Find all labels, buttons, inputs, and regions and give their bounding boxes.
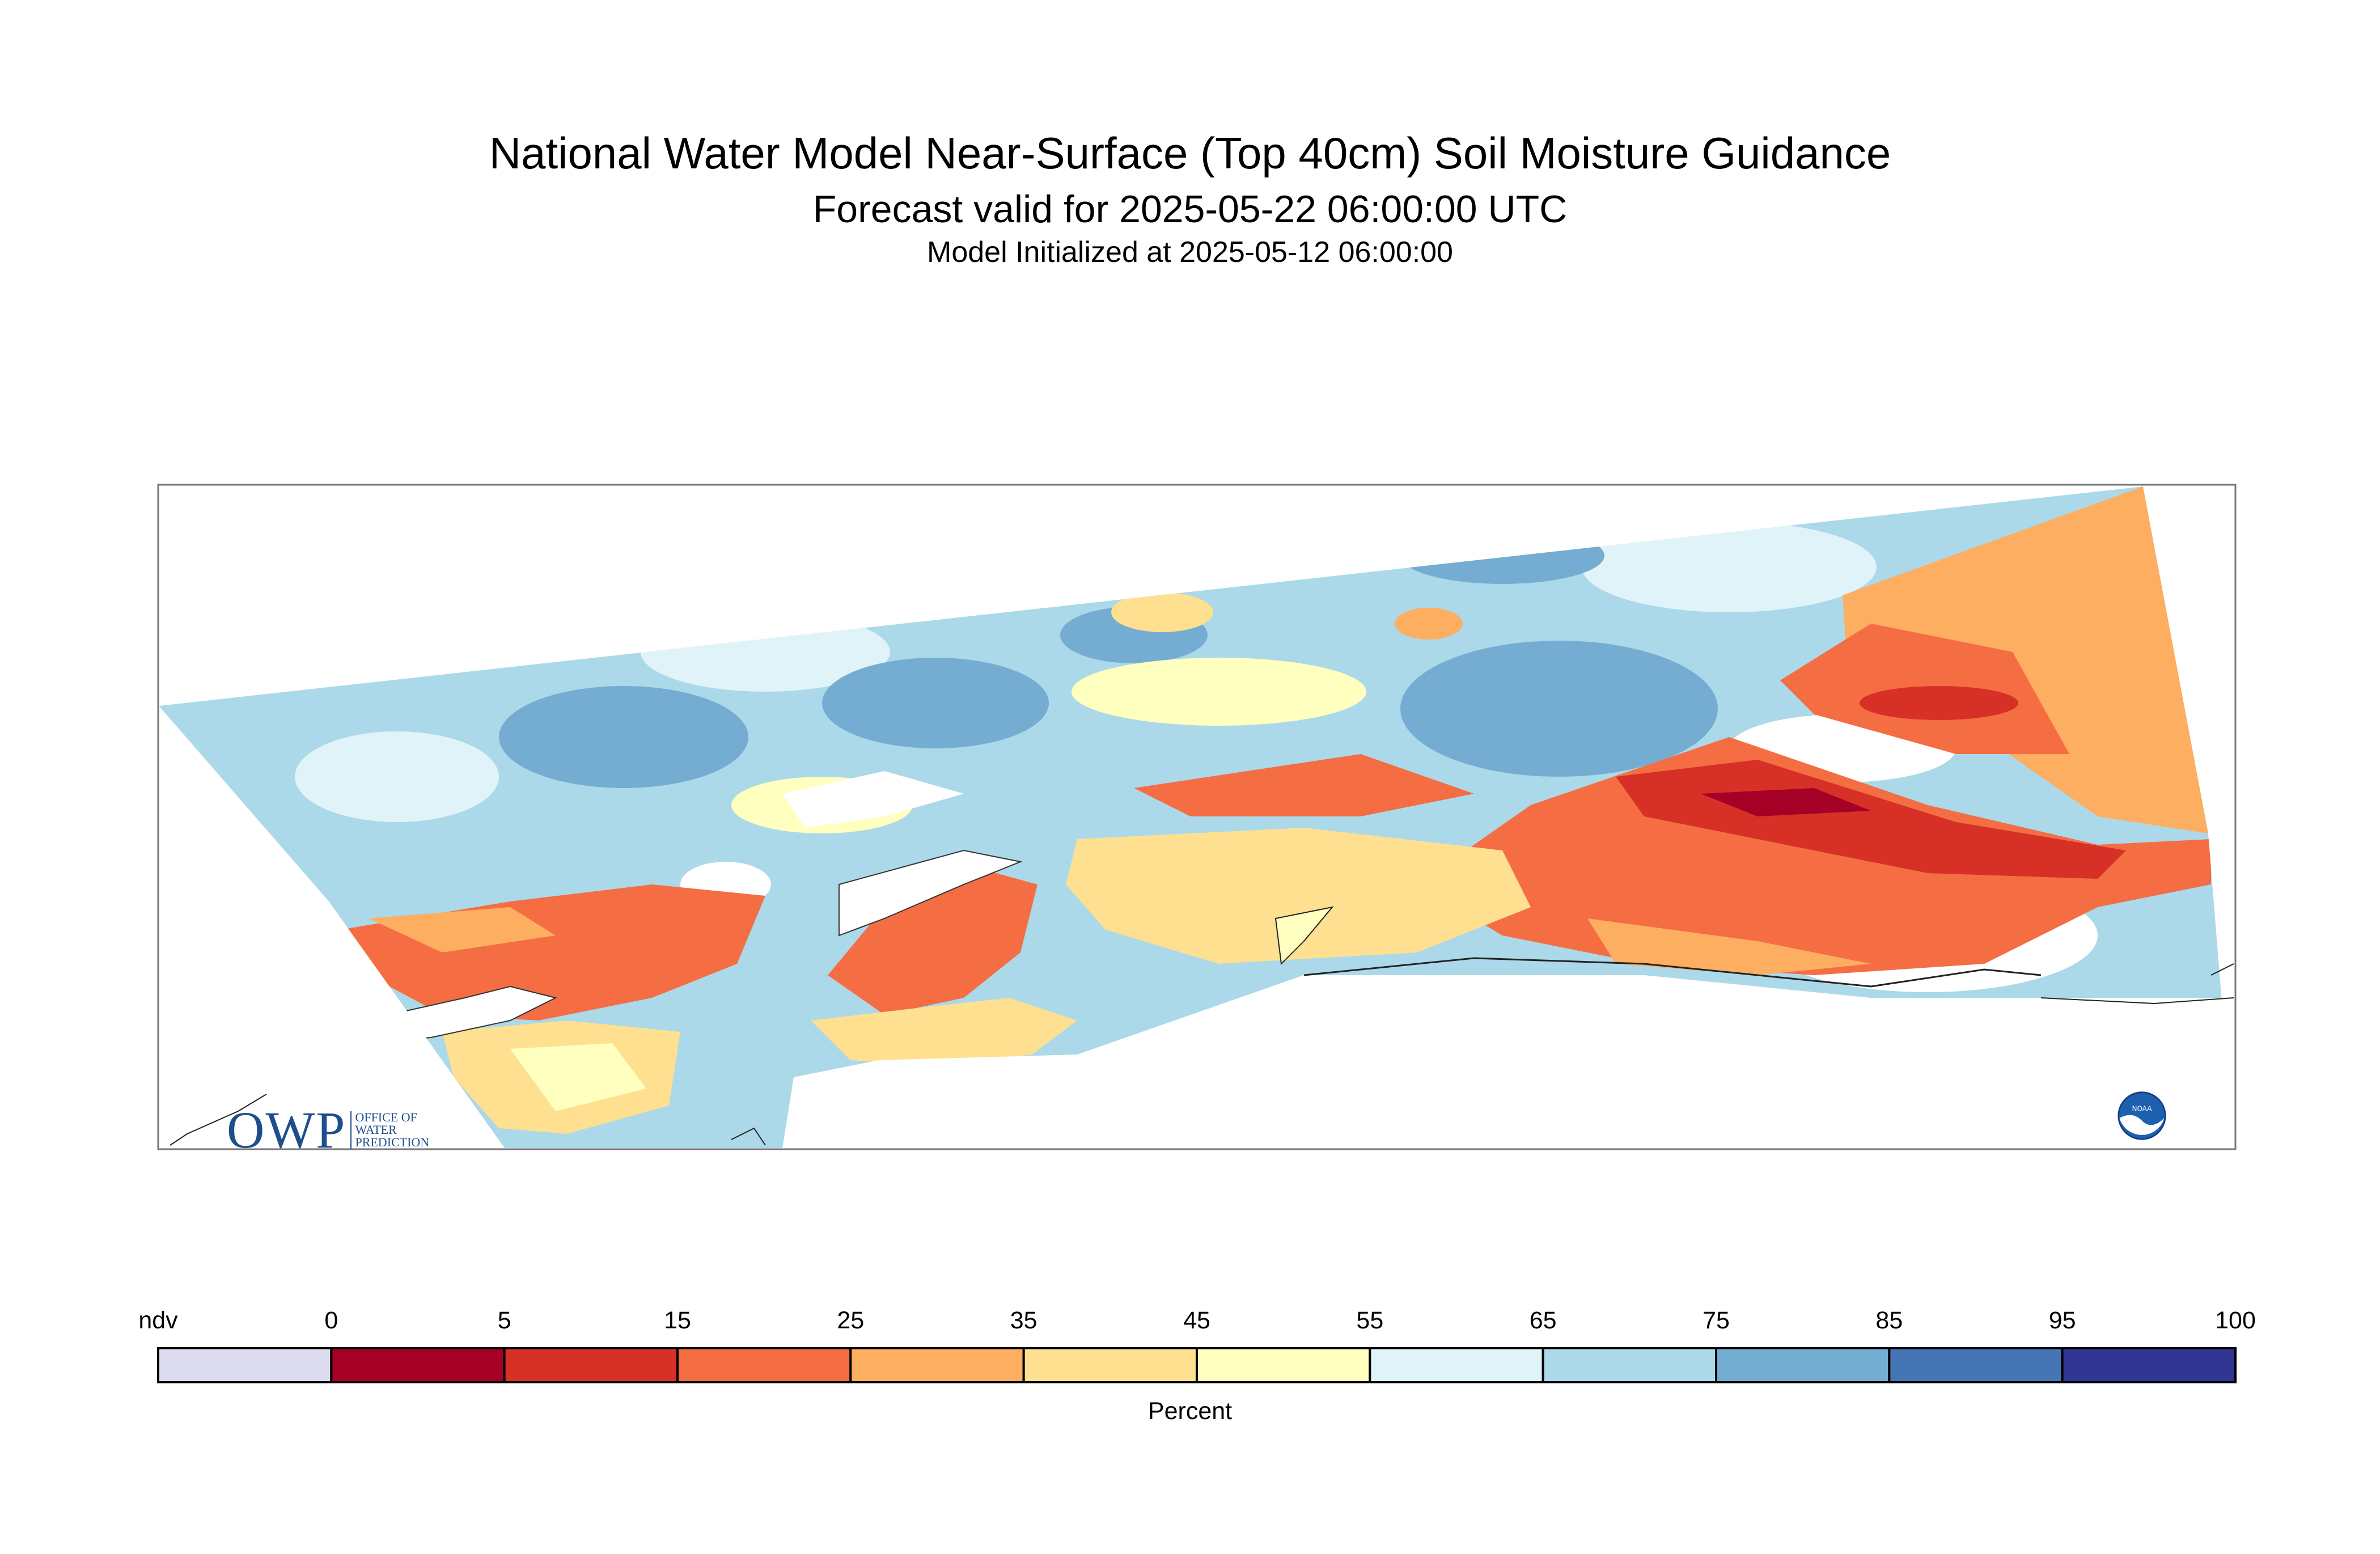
region-paleorange (1066, 828, 1531, 964)
colorbar-tick-label: 65 (1529, 1307, 1557, 1334)
region-midblue (822, 658, 1049, 748)
region-redorange (1134, 754, 1474, 816)
island (1274, 906, 1334, 966)
noaa-text: NOAA (2132, 1104, 2152, 1112)
colorbar-tick-label: 75 (1703, 1307, 1730, 1334)
region-redorange (828, 867, 1037, 1015)
noaa-logo: NOAA (2118, 1091, 2166, 1140)
inlet-water (838, 849, 1023, 937)
region-orange (369, 907, 556, 952)
region-paleorange (1111, 592, 1213, 632)
coastline (1303, 957, 2042, 988)
colorbar-tick-label: 100 (2215, 1307, 2256, 1334)
coastline (2210, 963, 2234, 976)
colorbar-tick-label: 55 (1356, 1307, 1384, 1334)
colorbar-tick-label: ndv (138, 1307, 178, 1334)
coastline (2040, 997, 2234, 1005)
region-midblue (499, 686, 748, 788)
region-paleblue (295, 731, 499, 822)
colorbar-tick-label: 5 (497, 1307, 511, 1334)
colorbar-tick-label: 15 (664, 1307, 691, 1334)
colorbar-tick-label: 25 (837, 1307, 865, 1334)
coastline (731, 1127, 766, 1146)
owp-line: PREDICTION (355, 1135, 430, 1149)
region-orange (1587, 918, 1871, 975)
colorbar-tick-label: 45 (1183, 1307, 1210, 1334)
region-darkred (1701, 788, 1871, 816)
inlet-water (782, 771, 964, 828)
region-paleorange (811, 998, 1077, 1066)
soil-moisture-field (159, 486, 2234, 1148)
colorbar-tick-label: 85 (1875, 1307, 1903, 1334)
region-midblue (1400, 641, 1718, 777)
region-paleblue (1582, 522, 1877, 612)
gulf-water (782, 975, 2234, 1148)
coastline (238, 1094, 267, 1112)
region-yellow (510, 1043, 646, 1111)
owp-logo-text: OFFICE OF WATER PREDICTION (350, 1111, 429, 1149)
region-orange (1843, 486, 2208, 833)
owp-logo: OWP OFFICE OF WATER PREDICTION (227, 1100, 429, 1160)
colorbar-tick-label: 0 (324, 1307, 338, 1334)
coastline (170, 1111, 239, 1146)
region-red (1616, 760, 2126, 879)
owp-logo-mark: OWP (227, 1101, 346, 1159)
model-initialized-subtitle: Model Initialized at 2025-05-12 06:00:00 (927, 236, 1453, 269)
owp-line: WATER (355, 1123, 397, 1137)
colorbar-tick-label: 95 (2048, 1307, 2076, 1334)
colorbar-tick-label: 35 (1010, 1307, 1037, 1334)
region-yellow (1072, 658, 1366, 726)
forecast-valid-subtitle: Forecast valid for 2025-05-22 06:00:00 U… (812, 188, 1568, 231)
region-redorange (1417, 737, 2211, 975)
region-orange (1395, 608, 1463, 640)
colorbar-unit-label: Percent (1147, 1398, 1233, 1425)
page-title: National Water Model Near-Surface (Top 4… (489, 128, 1891, 178)
owp-line: OFFICE OF (355, 1110, 417, 1124)
region-red (1860, 686, 2018, 720)
